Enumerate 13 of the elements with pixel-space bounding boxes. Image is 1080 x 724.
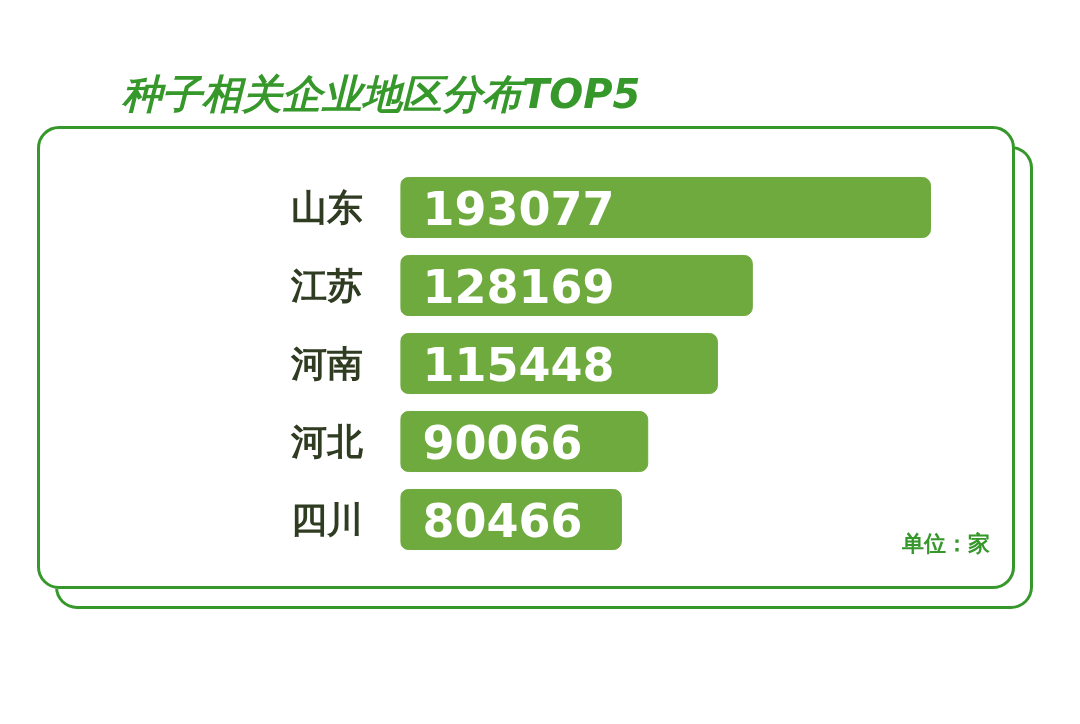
data-label: 115448 (422, 337, 615, 392)
chart-title: 种子相关企业地区分布TOP5 (122, 70, 641, 119)
annotation: 单位：家 (900, 530, 990, 556)
y-tick-label: 四川 (290, 499, 363, 540)
data-label: 90066 (422, 415, 583, 470)
y-tick-label: 河北 (289, 421, 363, 462)
y-tick-label: 河南 (289, 343, 363, 384)
data-label: 128169 (422, 259, 615, 314)
data-label: 80466 (422, 493, 583, 548)
y-tick-label: 江苏 (289, 265, 363, 306)
data-label: 193077 (422, 181, 615, 236)
y-tick-label: 山东 (290, 187, 363, 228)
bar (400, 176, 931, 239)
